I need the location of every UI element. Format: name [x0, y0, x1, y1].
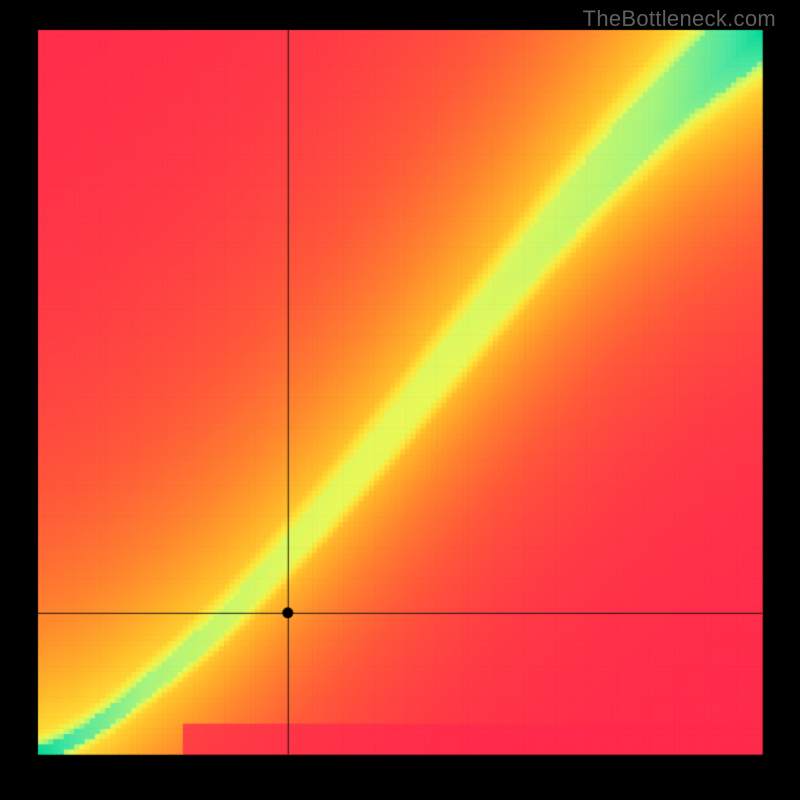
bottleneck-heatmap	[0, 0, 800, 800]
watermark-text: TheBottleneck.com	[583, 6, 776, 32]
